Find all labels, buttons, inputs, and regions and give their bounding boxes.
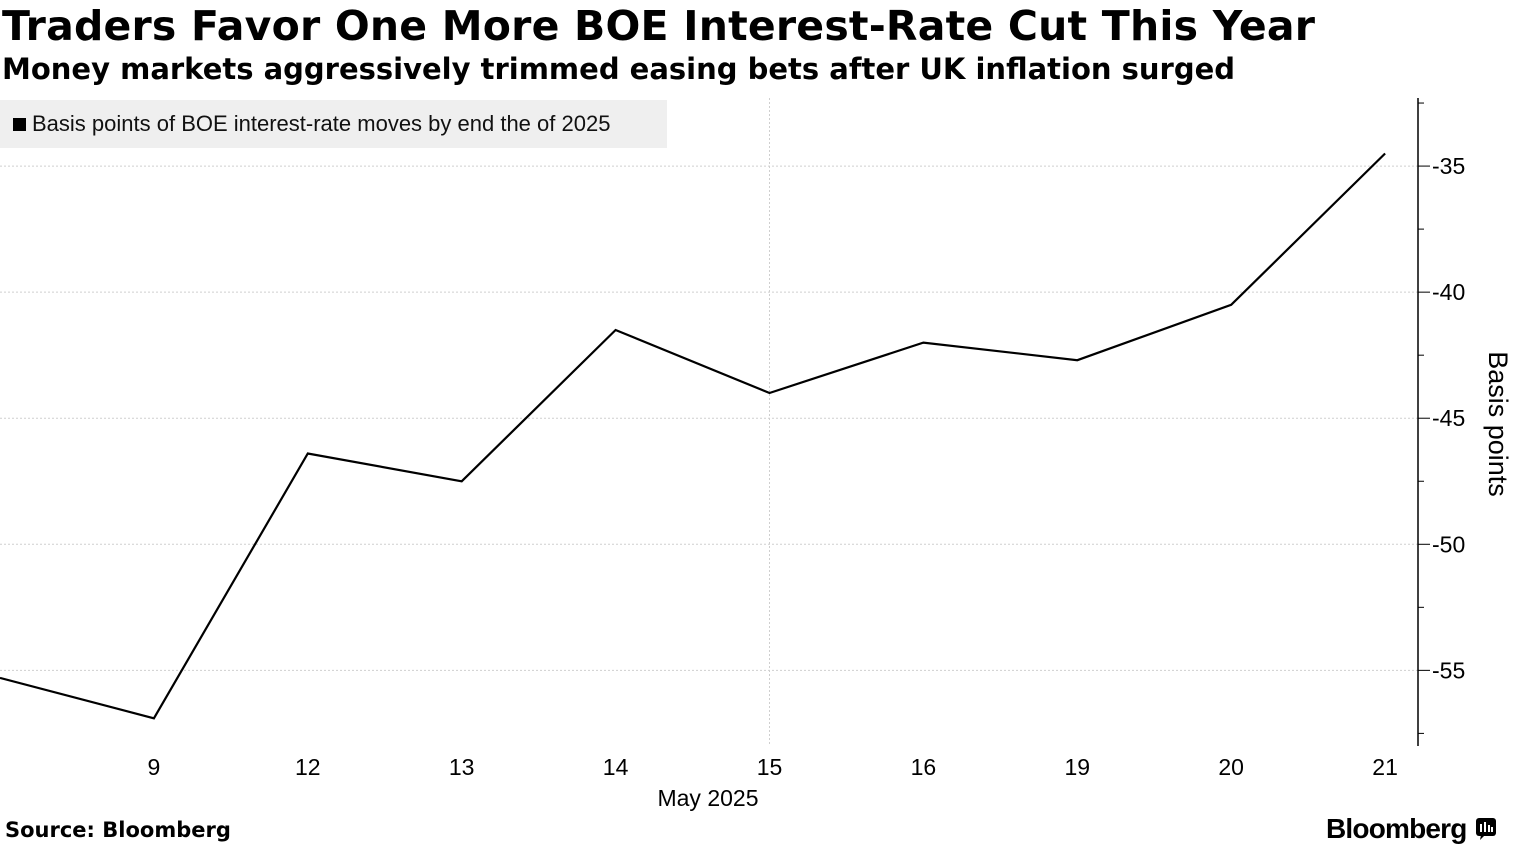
series-line [0, 152, 1386, 720]
legend-swatch [13, 117, 26, 131]
chart-subtitle: Money markets aggressively trimmed easin… [2, 52, 1236, 86]
x-tick-label: 14 [603, 754, 629, 780]
brand-logo: Bloomberg [1326, 813, 1497, 845]
y-tick-label: -45 [1432, 405, 1465, 431]
source-note: Source: Bloomberg [5, 818, 231, 842]
x-tick-label: 13 [449, 754, 475, 780]
x-tick-label: 9 [148, 754, 161, 780]
legend-label: Basis points of BOE interest-rate moves … [32, 111, 611, 136]
y-tick-label: -55 [1432, 657, 1465, 683]
legend: Basis points of BOE interest-rate moves … [0, 100, 667, 148]
brand-wordmark: Bloomberg [1326, 813, 1467, 844]
y-tick-label: -50 [1432, 531, 1465, 557]
x-tick-label: 21 [1372, 754, 1398, 780]
chart-title: Traders Favor One More BOE Interest-Rate… [2, 2, 1316, 50]
x-tick-label: 15 [757, 754, 783, 780]
bloomberg-logo-icon [1475, 818, 1496, 840]
x-tick-label: 19 [1065, 754, 1091, 780]
x-tick-label: 16 [911, 754, 937, 780]
y-axis-label: Basis points [1483, 351, 1513, 497]
x-tick-label: 12 [295, 754, 321, 780]
y-tick-label: -35 [1432, 153, 1465, 179]
x-axis-label: May 2025 [657, 785, 758, 811]
y-tick-label: -40 [1432, 279, 1465, 305]
x-tick-label: 20 [1218, 754, 1244, 780]
